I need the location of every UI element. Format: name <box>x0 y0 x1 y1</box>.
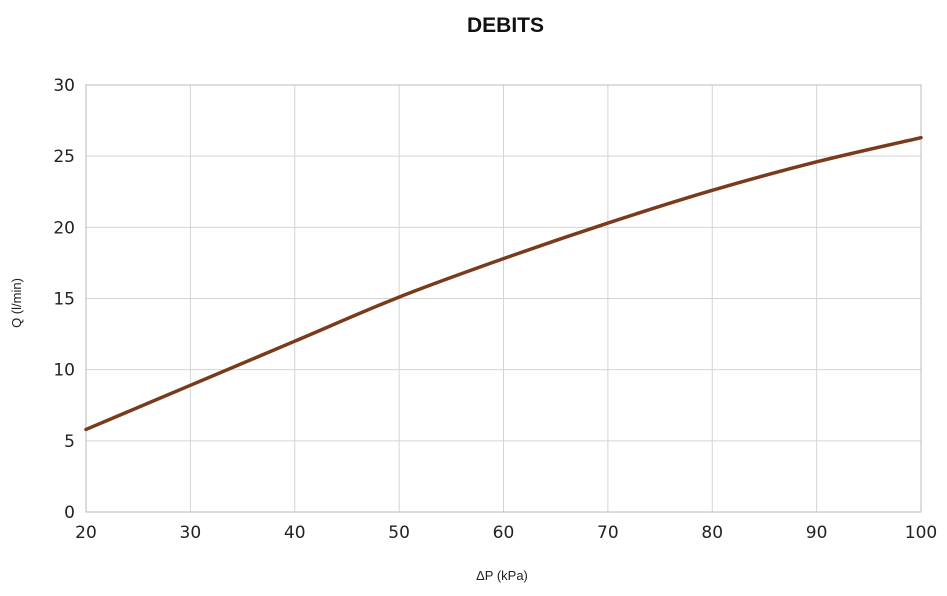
x-tick-label: 60 <box>493 523 515 543</box>
x-axis-ticks: 20 30 40 50 60 70 80 90 100 <box>75 523 937 543</box>
x-tick-label: 20 <box>75 523 97 543</box>
y-axis-label: Q (l/min) <box>9 278 24 328</box>
grid <box>85 84 922 513</box>
x-axis-label: ΔP (kPa) <box>476 568 528 583</box>
x-tick-label: 30 <box>180 523 202 543</box>
x-tick-label: 50 <box>388 523 410 543</box>
series-line <box>84 135 923 432</box>
x-tick-label: 80 <box>701 523 723 543</box>
x-tick-label: 40 <box>284 523 306 543</box>
plot-frame <box>85 84 922 513</box>
x-tick-label: 90 <box>806 523 828 543</box>
x-tick-label: 70 <box>597 523 619 543</box>
chart-title: DEBITS <box>466 14 544 37</box>
y-axis-ticks: 0 5 10 15 20 25 30 <box>53 76 75 523</box>
y-tick-label: 10 <box>53 361 75 381</box>
y-tick-label: 30 <box>53 76 75 96</box>
y-tick-label: 20 <box>53 218 75 238</box>
y-tick-label: 0 <box>64 503 75 523</box>
y-tick-label: 25 <box>53 147 75 167</box>
series-layer <box>84 135 923 432</box>
x-tick-label: 100 <box>905 523 937 543</box>
y-tick-label: 15 <box>53 290 75 310</box>
y-tick-label: 5 <box>64 432 75 452</box>
